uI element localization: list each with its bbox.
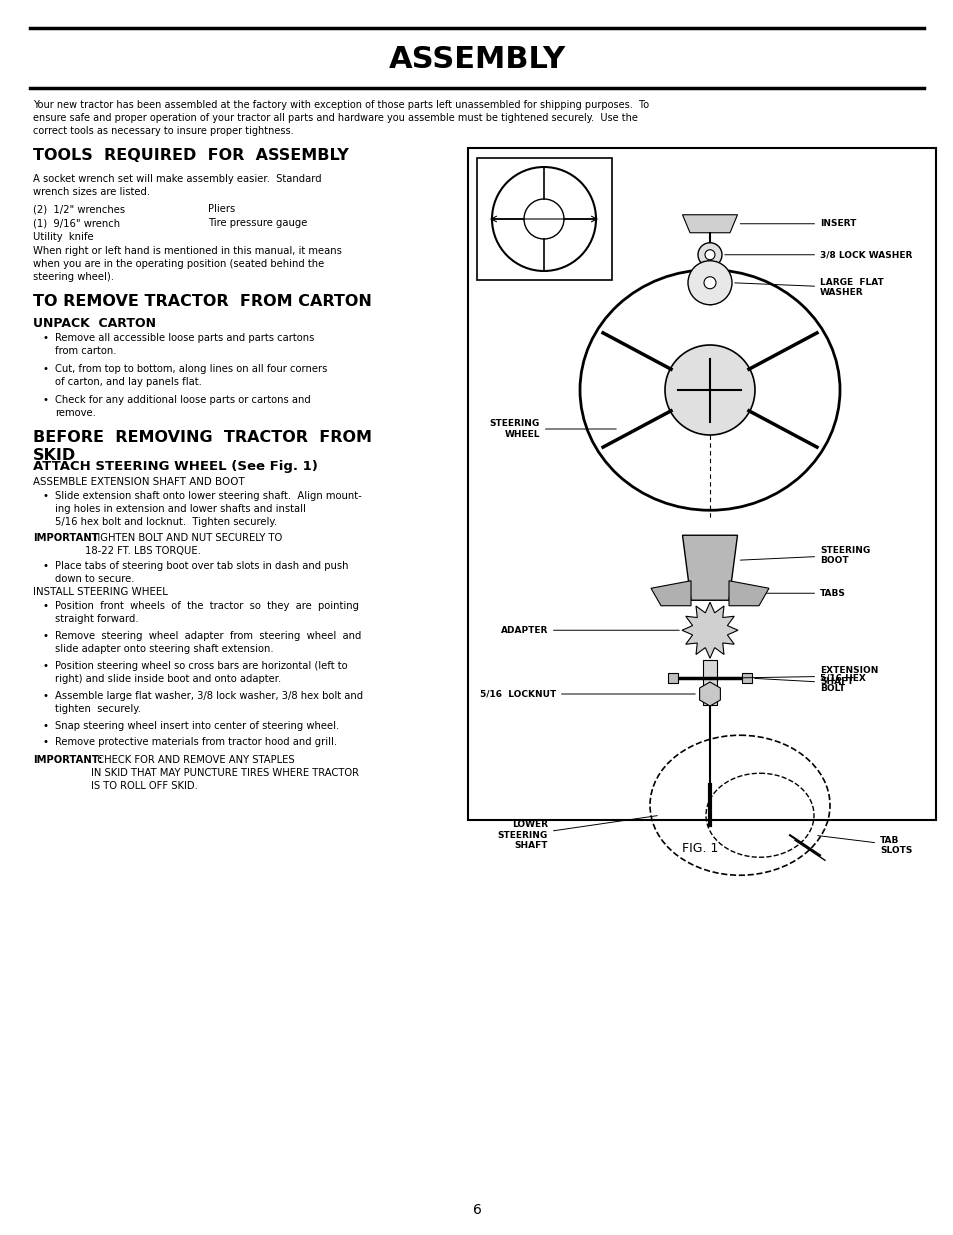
Text: ASSEMBLE EXTENSION SHAFT AND BOOT: ASSEMBLE EXTENSION SHAFT AND BOOT (33, 477, 245, 487)
Bar (476, 158, 612, 280)
Text: ASSEMBLY: ASSEMBLY (388, 46, 565, 74)
Text: Slide extension shaft onto lower steering shaft.  Align mount-
ing holes in exte: Slide extension shaft onto lower steerin… (55, 492, 361, 526)
Text: A socket wrench set will make assembly easier.  Standard
wrench sizes are listed: A socket wrench set will make assembly e… (33, 174, 321, 196)
Text: TO REMOVE TRACTOR  FROM CARTON: TO REMOVE TRACTOR FROM CARTON (33, 294, 372, 309)
Circle shape (687, 261, 731, 305)
Text: •: • (43, 333, 49, 343)
Polygon shape (681, 603, 738, 658)
Text: Remove protective materials from tractor hood and grill.: Remove protective materials from tractor… (55, 737, 336, 747)
Text: •: • (43, 492, 49, 501)
Text: TABS: TABS (766, 589, 845, 598)
Text: 5/16  LOCKNUT: 5/16 LOCKNUT (479, 689, 695, 699)
Text: IMPORTANT: IMPORTANT (33, 534, 99, 543)
Text: •: • (43, 631, 49, 641)
Bar (702, 661, 717, 705)
Text: LARGE  FLAT
WASHER: LARGE FLAT WASHER (734, 278, 882, 298)
Text: STEERING
WHEEL: STEERING WHEEL (489, 420, 616, 438)
Text: •: • (43, 364, 49, 374)
Text: 3/8 LOCK WASHER: 3/8 LOCK WASHER (724, 251, 911, 259)
Text: •: • (43, 661, 49, 671)
Text: BEFORE  REMOVING  TRACTOR  FROM
SKID: BEFORE REMOVING TRACTOR FROM SKID (33, 430, 372, 463)
Text: TOOLS  REQUIRED  FOR  ASSEMBLY: TOOLS REQUIRED FOR ASSEMBLY (33, 148, 349, 163)
Text: Cut, from top to bottom, along lines on all four corners
of carton, and lay pane: Cut, from top to bottom, along lines on … (55, 364, 327, 387)
Polygon shape (728, 580, 768, 605)
Text: •: • (43, 601, 49, 611)
Circle shape (698, 243, 721, 267)
Text: Check for any additional loose parts or cartons and
remove.: Check for any additional loose parts or … (55, 395, 311, 417)
Text: 6: 6 (472, 1203, 481, 1216)
Text: LOWER
STEERING
SHAFT: LOWER STEERING SHAFT (497, 815, 657, 850)
Text: Assemble large flat washer, 3/8 lock washer, 3/8 hex bolt and
tighten  securely.: Assemble large flat washer, 3/8 lock was… (55, 692, 363, 714)
Text: TAB
SLOTS: TAB SLOTS (817, 836, 911, 855)
Text: Snap steering wheel insert into center of steering wheel.: Snap steering wheel insert into center o… (55, 721, 339, 731)
Text: EXTENSION
SHAFT: EXTENSION SHAFT (719, 667, 878, 685)
Circle shape (704, 249, 714, 259)
Polygon shape (699, 682, 720, 706)
Text: IMPORTANT:: IMPORTANT: (33, 755, 102, 764)
Bar (468, 148, 935, 820)
Text: Position  front  wheels  of  the  tractor  so  they  are  pointing
straight forw: Position front wheels of the tractor so … (55, 601, 358, 624)
Polygon shape (741, 673, 751, 683)
Text: Your new tractor has been assembled at the factory with exception of those parts: Your new tractor has been assembled at t… (33, 100, 648, 136)
Text: •: • (43, 395, 49, 405)
Polygon shape (681, 215, 737, 232)
Polygon shape (650, 580, 690, 605)
Text: Remove all accessible loose parts and parts cartons
from carton.: Remove all accessible loose parts and pa… (55, 333, 314, 356)
Text: INSERT: INSERT (740, 220, 856, 228)
Text: When right or left hand is mentioned in this manual, it means
when you are in th: When right or left hand is mentioned in … (33, 246, 341, 282)
Text: (1)  9/16" wrench: (1) 9/16" wrench (33, 219, 120, 228)
Text: ADAPTER: ADAPTER (500, 626, 679, 635)
Text: •: • (43, 561, 49, 571)
Text: •: • (43, 721, 49, 731)
Text: CHECK FOR AND REMOVE ANY STAPLES
IN SKID THAT MAY PUNCTURE TIRES WHERE TRACTOR
I: CHECK FOR AND REMOVE ANY STAPLES IN SKID… (91, 755, 358, 790)
Text: Utility  knife: Utility knife (33, 232, 93, 242)
Text: Pliers: Pliers (208, 204, 235, 214)
Text: INSTALL STEERING WHEEL: INSTALL STEERING WHEEL (33, 587, 168, 597)
Text: FIG. 1: FIG. 1 (681, 842, 718, 855)
Text: STEERING
BOOT: STEERING BOOT (740, 546, 869, 564)
Text: 5/16 HEX
BOLT: 5/16 HEX BOLT (754, 673, 865, 693)
Polygon shape (667, 673, 678, 683)
Polygon shape (681, 535, 737, 600)
Text: •: • (43, 737, 49, 747)
Circle shape (703, 277, 716, 289)
Text: Tire pressure gauge: Tire pressure gauge (208, 219, 307, 228)
Text: (2)  1/2" wrenches: (2) 1/2" wrenches (33, 204, 125, 214)
Text: UNPACK  CARTON: UNPACK CARTON (33, 317, 156, 330)
Text: ATTACH STEERING WHEEL (See Fig. 1): ATTACH STEERING WHEEL (See Fig. 1) (33, 459, 317, 473)
Text: Place tabs of steering boot over tab slots in dash and push
down to secure.: Place tabs of steering boot over tab slo… (55, 561, 348, 584)
Text: Position steering wheel so cross bars are horizontal (left to
right) and slide i: Position steering wheel so cross bars ar… (55, 661, 347, 684)
Text: •: • (43, 692, 49, 701)
Text: : TIGHTEN BOLT AND NUT SECURELY TO
18-22 FT. LBS TORQUE.: : TIGHTEN BOLT AND NUT SECURELY TO 18-22… (85, 534, 282, 556)
Circle shape (664, 345, 754, 435)
Text: Remove  steering  wheel  adapter  from  steering  wheel  and
slide adapter onto : Remove steering wheel adapter from steer… (55, 631, 361, 653)
